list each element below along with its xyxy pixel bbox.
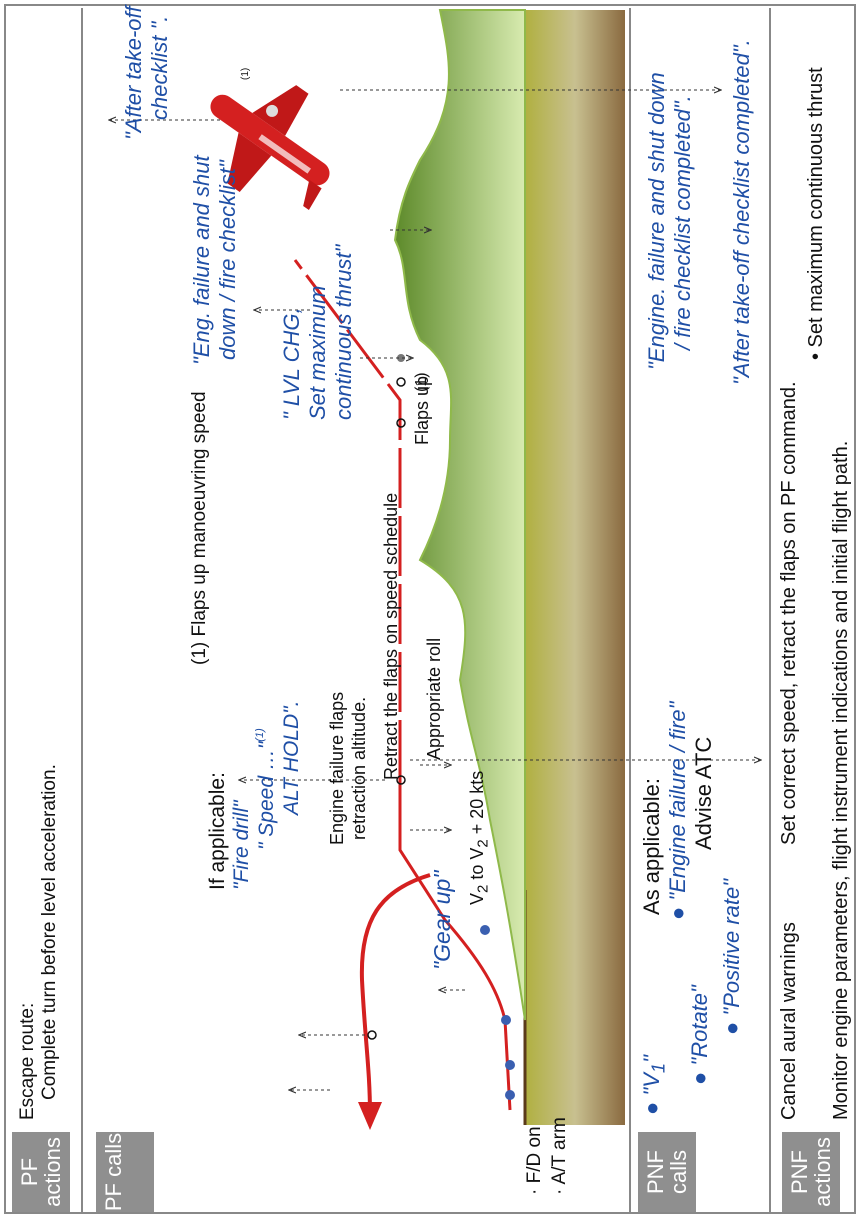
speed-note: (1) — [254, 728, 266, 742]
flaps-up-note: (1) Flaps up manoeuvring speed — [189, 391, 210, 665]
eng-failure-call: "Eng. failure and shut — [189, 155, 214, 365]
note-1-label: (1) — [413, 372, 430, 392]
speed-text: " Speed …" — [255, 741, 278, 850]
cancel-warnings-label: Cancel aural warnings — [778, 922, 800, 1120]
advise-atc-label: Advise ATC — [691, 736, 716, 850]
v1-dot — [505, 1090, 515, 1100]
flaps-up-marker — [396, 418, 406, 428]
eng-checklist-completed-call-2: / fire checklist completed". — [670, 95, 695, 350]
flight-path-level — [293, 259, 402, 780]
lvl-chg-call-3: continuous thrust" — [331, 244, 356, 420]
rotate-call: ● "Rotate" — [687, 985, 712, 1085]
speed-call: " Speed …"(1) — [254, 728, 278, 850]
retract-flaps-label: Retract the flaps on speed schedule — [381, 492, 401, 780]
flight-path-climb — [398, 780, 512, 1111]
monitor-label: Monitor engine parameters, flight instru… — [830, 440, 852, 1120]
flaps-up-speed-marker — [396, 377, 406, 387]
airplane-icon — [210, 85, 330, 210]
escape-route-title: Escape route: — [17, 1002, 38, 1120]
after-takeoff-call: "After take-off — [121, 6, 146, 140]
alt-hold-call: ALT HOLD". — [280, 700, 303, 815]
if-applicable-label: If applicable: — [206, 772, 229, 890]
engine-flaps-label-2: retraction altitude. — [349, 696, 369, 840]
at-arm-label: · A/T arm — [549, 1117, 570, 1195]
turn-marker — [367, 1030, 377, 1040]
positive-rate-call: ● "Positive rate" — [719, 878, 744, 1035]
appropriate-roll-label: Appropriate roll — [424, 637, 444, 760]
gear-up-call: "Gear up" — [429, 870, 455, 970]
ground-band — [525, 10, 625, 1125]
after-takeoff-completed-call: "After take-off checklist completed". — [729, 39, 754, 385]
escape-route-text: Complete turn before level acceleration. — [39, 764, 60, 1100]
engine-fire-call: ● "Engine failure / fire" — [665, 701, 690, 920]
terrain-profile — [393, 9, 526, 1021]
fire-drill-call: "Fire drill" — [230, 800, 253, 890]
guide-arrows — [110, 90, 760, 1090]
flaps-altitude-marker — [396, 775, 406, 785]
vr-dot — [505, 1060, 515, 1070]
airplane-note: (1) — [240, 67, 251, 80]
set-mct-label: • Set maximum continuous thrust — [805, 67, 827, 360]
as-applicable-label: As applicable: — [639, 778, 664, 915]
v1-call: ● "V1" — [639, 1055, 669, 1115]
fd-on-label: · F/D on — [524, 1126, 545, 1195]
gear-dot — [480, 925, 490, 935]
escape-turn-arrowhead — [358, 1102, 382, 1130]
v2-speed-label: V2 to V2 + 20 kts — [467, 770, 492, 905]
engine-flaps-label: Engine failure flaps — [327, 691, 347, 845]
lvl-chg-call: " LVL CHG, — [279, 307, 304, 420]
rate-dot — [501, 1015, 511, 1025]
eng-checklist-completed-call: "Engine. failure and shut down — [644, 72, 669, 370]
after-takeoff-call-2: checklist ". — [147, 15, 172, 120]
escape-turn — [359, 873, 431, 1116]
set-speed-label: Set correct speed, retract the flaps on … — [778, 381, 800, 845]
eng-failure-call-2: down / fire checklist" — [215, 160, 240, 360]
lvl-chg-call-2: Set maximum — [305, 285, 330, 420]
mct-marker — [397, 354, 405, 362]
